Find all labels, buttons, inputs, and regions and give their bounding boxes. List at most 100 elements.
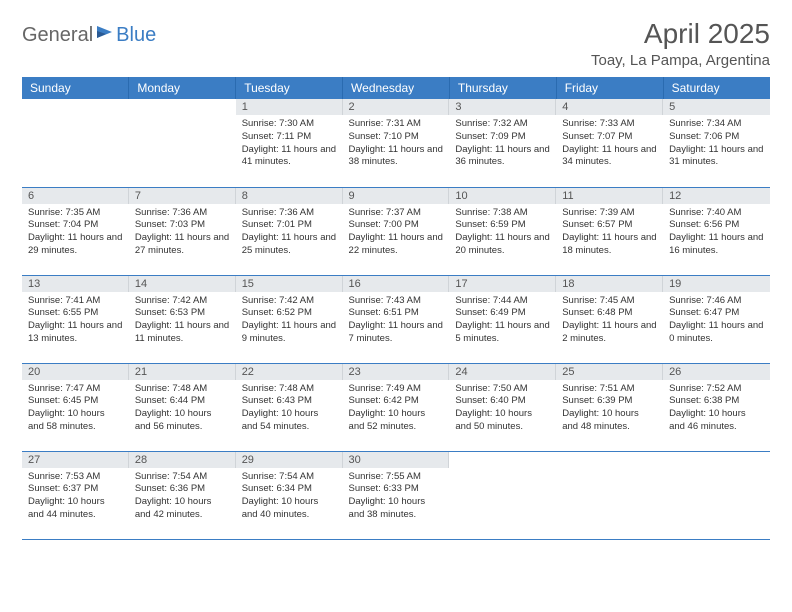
weekday-header: Sunday [22,77,129,99]
calendar-day-cell: 6Sunrise: 7:35 AMSunset: 7:04 PMDaylight… [22,187,129,275]
day-number: 10 [449,188,556,204]
day-daylight: Daylight: 10 hours and 52 minutes. [349,408,444,434]
day-content: Sunrise: 7:33 AMSunset: 7:07 PMDaylight:… [556,115,663,173]
calendar-day-cell: 22Sunrise: 7:48 AMSunset: 6:43 PMDayligh… [236,363,343,451]
day-sunset: Sunset: 6:42 PM [349,395,444,408]
day-daylight: Daylight: 10 hours and 44 minutes. [28,496,123,522]
day-daylight: Daylight: 11 hours and 0 minutes. [669,320,764,346]
calendar-day-cell: 14Sunrise: 7:42 AMSunset: 6:53 PMDayligh… [129,275,236,363]
day-number: 9 [343,188,450,204]
day-sunset: Sunset: 7:10 PM [349,131,444,144]
day-sunset: Sunset: 6:40 PM [455,395,550,408]
day-daylight: Daylight: 11 hours and 41 minutes. [242,144,337,170]
calendar-day-cell: 12Sunrise: 7:40 AMSunset: 6:56 PMDayligh… [663,187,770,275]
day-daylight: Daylight: 10 hours and 40 minutes. [242,496,337,522]
day-sunset: Sunset: 6:51 PM [349,307,444,320]
day-content: Sunrise: 7:50 AMSunset: 6:40 PMDaylight:… [449,380,556,438]
day-number: 22 [236,364,343,380]
day-sunrise: Sunrise: 7:35 AM [28,207,123,220]
day-daylight: Daylight: 11 hours and 7 minutes. [349,320,444,346]
day-sunrise: Sunrise: 7:52 AM [669,383,764,396]
day-content: Sunrise: 7:40 AMSunset: 6:56 PMDaylight:… [663,204,770,262]
calendar-day-cell: 11Sunrise: 7:39 AMSunset: 6:57 PMDayligh… [556,187,663,275]
calendar-week-row: 20Sunrise: 7:47 AMSunset: 6:45 PMDayligh… [22,363,770,451]
calendar-day-cell: 29Sunrise: 7:54 AMSunset: 6:34 PMDayligh… [236,451,343,539]
day-daylight: Daylight: 11 hours and 29 minutes. [28,232,123,258]
day-daylight: Daylight: 11 hours and 38 minutes. [349,144,444,170]
calendar-day-cell: 16Sunrise: 7:43 AMSunset: 6:51 PMDayligh… [343,275,450,363]
day-sunrise: Sunrise: 7:48 AM [242,383,337,396]
day-daylight: Daylight: 11 hours and 36 minutes. [455,144,550,170]
day-content: Sunrise: 7:42 AMSunset: 6:52 PMDaylight:… [236,292,343,350]
day-content: Sunrise: 7:49 AMSunset: 6:42 PMDaylight:… [343,380,450,438]
calendar-day-cell [663,451,770,539]
day-sunrise: Sunrise: 7:53 AM [28,471,123,484]
day-number: 2 [343,99,450,115]
weekday-header: Friday [556,77,663,99]
day-sunrise: Sunrise: 7:54 AM [242,471,337,484]
day-sunrise: Sunrise: 7:43 AM [349,295,444,308]
month-title: April 2025 [591,18,770,50]
day-sunset: Sunset: 6:55 PM [28,307,123,320]
day-number: 28 [129,452,236,468]
day-sunrise: Sunrise: 7:33 AM [562,118,657,131]
day-sunset: Sunset: 6:59 PM [455,219,550,232]
calendar-day-cell: 15Sunrise: 7:42 AMSunset: 6:52 PMDayligh… [236,275,343,363]
calendar-day-cell: 3Sunrise: 7:32 AMSunset: 7:09 PMDaylight… [449,99,556,187]
day-daylight: Daylight: 10 hours and 58 minutes. [28,408,123,434]
day-content: Sunrise: 7:35 AMSunset: 7:04 PMDaylight:… [22,204,129,262]
day-sunrise: Sunrise: 7:37 AM [349,207,444,220]
day-sunset: Sunset: 6:37 PM [28,483,123,496]
day-sunset: Sunset: 7:01 PM [242,219,337,232]
day-sunset: Sunset: 6:39 PM [562,395,657,408]
day-daylight: Daylight: 11 hours and 2 minutes. [562,320,657,346]
day-sunrise: Sunrise: 7:34 AM [669,118,764,131]
weekday-header: Saturday [663,77,770,99]
day-number: 23 [343,364,450,380]
day-daylight: Daylight: 10 hours and 56 minutes. [135,408,230,434]
day-daylight: Daylight: 10 hours and 38 minutes. [349,496,444,522]
day-daylight: Daylight: 11 hours and 25 minutes. [242,232,337,258]
calendar-day-cell: 27 Sunrise: 7:53 AMSunset: 6:37 PMDayligh… [22,451,129,539]
day-content: Sunrise: 7:42 AMSunset: 6:53 PMDaylight:… [129,292,236,350]
day-content: Sunrise: 7:54 AMSunset: 6:36 PMDaylight:… [129,468,236,526]
calendar-day-cell: 8Sunrise: 7:36 AMSunset: 7:01 PMDaylight… [236,187,343,275]
day-daylight: Daylight: 10 hours and 46 minutes. [669,408,764,434]
day-number: 20 [22,364,129,380]
calendar-table: SundayMondayTuesdayWednesdayThursdayFrid… [22,77,770,540]
day-number: 25 [556,364,663,380]
day-sunset: Sunset: 6:36 PM [135,483,230,496]
day-sunrise: Sunrise: 7:47 AM [28,383,123,396]
calendar-week-row: 1Sunrise: 7:30 AMSunset: 7:11 PMDaylight… [22,99,770,187]
day-sunset: Sunset: 6:38 PM [669,395,764,408]
day-sunrise: Sunrise: 7:40 AM [669,207,764,220]
day-sunset: Sunset: 7:07 PM [562,131,657,144]
day-sunset: Sunset: 6:43 PM [242,395,337,408]
day-sunrise: Sunrise: 7:36 AM [242,207,337,220]
day-daylight: Daylight: 11 hours and 27 minutes. [135,232,230,258]
day-content: Sunrise: 7:54 AMSunset: 6:34 PMDaylight:… [236,468,343,526]
day-daylight: Daylight: 11 hours and 11 minutes. [135,320,230,346]
calendar-day-cell: 9Sunrise: 7:37 AMSunset: 7:00 PMDaylight… [343,187,450,275]
day-content: Sunrise: 7:52 AMSunset: 6:38 PMDaylight:… [663,380,770,438]
day-daylight: Daylight: 11 hours and 5 minutes. [455,320,550,346]
day-sunrise: Sunrise: 7:48 AM [135,383,230,396]
day-number: 29 [236,452,343,468]
day-sunrise: Sunrise: 7:42 AM [135,295,230,308]
day-number: 27 [22,452,129,468]
day-sunrise: Sunrise: 7:38 AM [455,207,550,220]
day-daylight: Daylight: 11 hours and 9 minutes. [242,320,337,346]
day-sunrise: Sunrise: 7:54 AM [135,471,230,484]
day-sunset: Sunset: 6:52 PM [242,307,337,320]
day-sunrise: Sunrise: 7:55 AM [349,471,444,484]
day-daylight: Daylight: 11 hours and 22 minutes. [349,232,444,258]
day-daylight: Daylight: 11 hours and 20 minutes. [455,232,550,258]
day-content: Sunrise: 7:47 AMSunset: 6:45 PMDaylight:… [22,380,129,438]
calendar-day-cell: 1Sunrise: 7:30 AMSunset: 7:11 PMDaylight… [236,99,343,187]
day-daylight: Daylight: 11 hours and 31 minutes. [669,144,764,170]
day-content: Sunrise: 7:45 AMSunset: 6:48 PMDaylight:… [556,292,663,350]
calendar-day-cell: 30Sunrise: 7:55 AMSunset: 6:33 PMDayligh… [343,451,450,539]
day-daylight: Daylight: 11 hours and 16 minutes. [669,232,764,258]
calendar-day-cell [129,99,236,187]
day-daylight: Daylight: 10 hours and 42 minutes. [135,496,230,522]
